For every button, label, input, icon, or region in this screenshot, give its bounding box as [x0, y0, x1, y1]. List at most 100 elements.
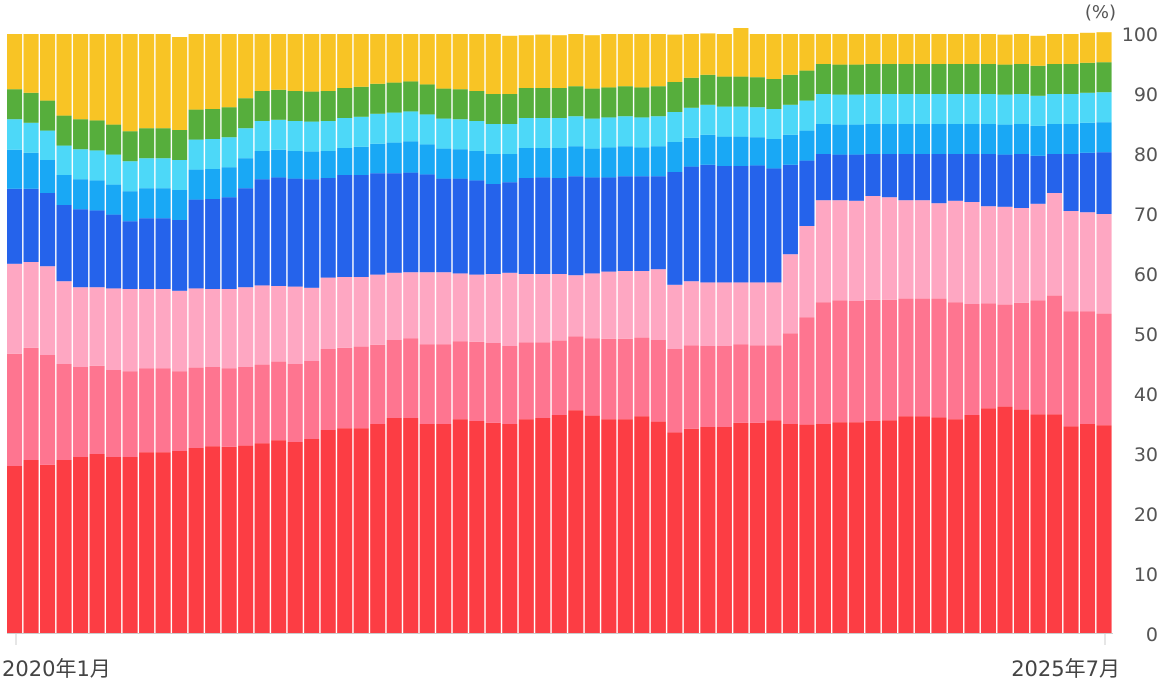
y-unit-label: (%) [1085, 2, 1116, 23]
bar-segment-s6-p23 [386, 82, 402, 113]
bar-segment-s7-p64 [1063, 34, 1079, 64]
bar-segment-s0-p58 [964, 415, 980, 634]
bar-segment-s0-p44 [733, 422, 749, 634]
bar-segment-s0-p7 [122, 457, 138, 634]
bar-segment-s4-p60 [997, 124, 1013, 155]
bar-segment-s1-p60 [997, 304, 1013, 407]
bar-segment-s3-p29 [485, 184, 501, 274]
bar-segment-s1-p42 [700, 346, 716, 427]
bar-segment-s0-p62 [1030, 414, 1046, 634]
bar-segment-s2-p53 [881, 197, 898, 300]
bar-segment-s6-p50 [832, 64, 848, 95]
bar-segment-s4-p34 [568, 146, 584, 177]
bar-segment-s7-p50 [832, 34, 848, 65]
bar-segment-s4-p46 [766, 139, 782, 169]
bar-segment-s5-p17 [287, 121, 303, 151]
bar-segment-s3-p45 [749, 165, 765, 283]
bar-segment-s0-p55 [914, 416, 931, 634]
bar-segment-s6-p20 [337, 88, 353, 118]
bar-segment-s4-p10 [172, 190, 188, 220]
x-label-start: 2020年1月 [2, 657, 111, 680]
bar-segment-s1-p40 [667, 349, 683, 433]
bar-segment-s5-p27 [452, 119, 468, 150]
bar-segment-s6-p8 [139, 128, 155, 159]
bar-segment-s0-p52 [865, 421, 881, 634]
bar-segment-s1-p44 [733, 344, 749, 423]
bar-segment-s3-p41 [683, 166, 699, 282]
bar-segment-s1-p25 [419, 344, 435, 424]
bar-segment-s3-p57 [947, 154, 964, 201]
bar-segment-s7-p16 [271, 34, 287, 90]
bar-segment-s5-p42 [700, 104, 716, 135]
bar-segment-s4-p49 [815, 124, 831, 154]
bar-segment-s7-p63 [1046, 34, 1063, 64]
bar-segment-s4-p58 [964, 124, 980, 154]
bar-segment-s0-p13 [221, 446, 237, 634]
bar-segment-s0-p39 [650, 421, 666, 634]
bar-segment-s6-p46 [766, 79, 782, 109]
bar-segment-s4-p2 [40, 160, 56, 193]
bar-segment-s1-p57 [947, 302, 964, 420]
bar-segment-s4-p43 [716, 136, 732, 166]
bar-segment-s7-p28 [469, 34, 485, 91]
bar-segment-s5-p31 [518, 118, 534, 148]
bar-segment-s5-p15 [254, 121, 270, 151]
bar-segment-s0-p15 [254, 443, 270, 634]
bar-segment-s1-p5 [89, 365, 105, 454]
bar-segment-s6-p6 [106, 124, 122, 155]
bar-segment-s3-p15 [254, 179, 270, 286]
bar-segment-s6-p58 [964, 64, 980, 94]
bar-segment-s2-p41 [683, 281, 699, 346]
bar-segment-s6-p4 [73, 119, 89, 150]
y-tick-label-30: 30 [1134, 444, 1158, 466]
bar-segment-s5-p7 [122, 161, 138, 192]
bar-segment-s2-p42 [700, 282, 716, 346]
bar-segment-s5-p59 [980, 94, 997, 124]
bar-segment-s4-p14 [238, 158, 254, 189]
bar-segment-s2-p25 [419, 272, 435, 345]
bar-segment-s0-p54 [898, 416, 914, 634]
bar-segment-s7-p32 [535, 34, 551, 88]
bar-segment-s3-p16 [271, 177, 287, 286]
bar-segment-s1-p7 [122, 371, 138, 457]
bar-segment-s6-p51 [848, 64, 864, 95]
bar-segment-s3-p28 [469, 180, 485, 275]
bar-segment-s3-p30 [502, 182, 518, 273]
bar-segment-s7-p55 [914, 34, 931, 64]
bar-segment-s0-p50 [832, 422, 848, 634]
bar-segment-s0-p63 [1046, 414, 1063, 634]
bar-segment-s3-p21 [353, 175, 369, 277]
bar-segment-s0-p43 [716, 427, 732, 634]
bar-segment-s3-p8 [139, 218, 155, 289]
bar-segment-s3-p25 [419, 174, 435, 273]
bar-segment-s1-p36 [601, 338, 617, 420]
bar-segment-s3-p63 [1046, 154, 1063, 193]
bar-segment-s1-p51 [848, 301, 864, 423]
bar-segment-s1-p35 [584, 338, 600, 416]
bar-segment-s5-p0 [7, 119, 23, 150]
bar-segment-s4-p41 [683, 137, 699, 167]
bar-segment-s6-p22 [370, 83, 386, 114]
bar-segment-s4-p37 [617, 146, 633, 177]
bar-segment-s7-p49 [815, 34, 831, 64]
bar-segment-s7-p18 [304, 34, 320, 92]
bar-segment-s5-p19 [320, 121, 336, 151]
bar-segment-s7-p54 [898, 34, 914, 64]
bar-segment-s2-p27 [452, 273, 468, 342]
bar-segment-s6-p18 [304, 91, 320, 122]
bar-segment-s0-p38 [634, 416, 650, 634]
bar-segment-s0-p31 [518, 419, 534, 634]
bar-segment-s7-p26 [436, 34, 452, 89]
bar-segment-s7-p58 [964, 34, 980, 64]
bar-segment-s3-p66 [1096, 152, 1112, 214]
bar-segment-s5-p10 [172, 160, 188, 190]
bar-segment-s3-p12 [205, 199, 221, 289]
y-tick-label-40: 40 [1134, 384, 1158, 406]
bar-segment-s6-p61 [1013, 64, 1030, 94]
y-axis: 0 10 20 30 40 50 60 70 80 90 100 [1122, 24, 1158, 646]
bar-segment-s4-p20 [337, 148, 353, 175]
bar-segment-s4-p35 [584, 148, 600, 178]
bar-segment-s1-p39 [650, 340, 666, 422]
bar-segment-s1-p9 [155, 368, 171, 453]
bar-segment-s3-p26 [436, 178, 452, 273]
